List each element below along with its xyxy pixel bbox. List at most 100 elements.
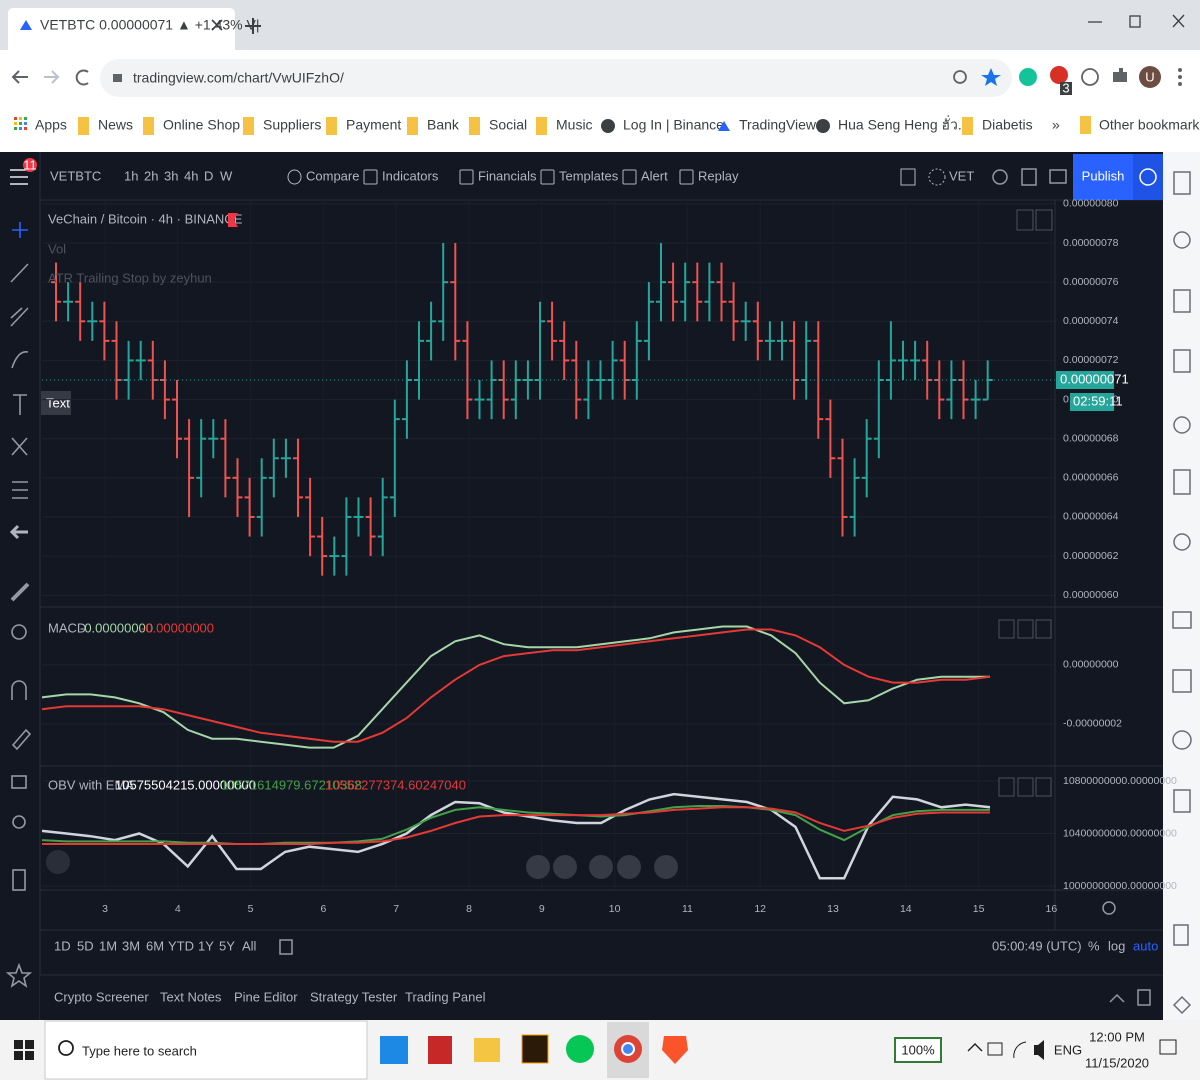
scroll-right[interactable] bbox=[617, 855, 641, 879]
tv-logo[interactable] bbox=[46, 850, 70, 874]
scroll-left[interactable] bbox=[589, 855, 613, 879]
snapshot-icon[interactable] bbox=[1049, 169, 1067, 184]
flag-icon[interactable] bbox=[228, 213, 238, 227]
pane-maximize[interactable] bbox=[1035, 777, 1052, 797]
back[interactable] bbox=[11, 70, 28, 84]
clock-time[interactable]: 12:00 PM bbox=[1089, 1029, 1145, 1044]
back-tool[interactable] bbox=[9, 524, 28, 540]
expand-panel[interactable] bbox=[1109, 993, 1125, 1003]
interval[interactable]: 2h bbox=[144, 168, 158, 183]
interval[interactable]: 1h bbox=[124, 168, 138, 183]
order-panel[interactable] bbox=[1173, 789, 1191, 813]
extension-icon[interactable] bbox=[1081, 68, 1099, 86]
bookmark-star[interactable] bbox=[981, 68, 1001, 86]
calendar[interactable] bbox=[1173, 416, 1191, 434]
help[interactable] bbox=[1172, 730, 1192, 750]
extensions-menu[interactable] bbox=[1113, 68, 1127, 82]
profile-avatar[interactable] bbox=[1139, 66, 1161, 88]
line-app[interactable] bbox=[566, 1035, 594, 1063]
interval[interactable]: 4h bbox=[184, 168, 198, 183]
magnet-tool[interactable] bbox=[11, 680, 27, 700]
crosshair-tool[interactable] bbox=[12, 222, 28, 238]
brave-app[interactable] bbox=[662, 1036, 688, 1064]
adblock-icon[interactable] bbox=[1050, 66, 1068, 84]
bookmark[interactable]: Online Shop bbox=[163, 117, 240, 133]
toolbar-button[interactable]: Alert bbox=[641, 168, 668, 183]
reset[interactable] bbox=[654, 855, 678, 879]
watchlist[interactable] bbox=[1173, 171, 1191, 195]
auto-toggle[interactable]: auto bbox=[1133, 938, 1158, 953]
zoom-tool[interactable] bbox=[11, 624, 27, 640]
search-placeholder[interactable]: Type here to search bbox=[82, 1043, 197, 1058]
action-center[interactable] bbox=[1159, 1039, 1177, 1055]
range[interactable]: 5Y bbox=[219, 938, 235, 953]
search-box[interactable] bbox=[44, 1020, 368, 1080]
bookmark[interactable]: Suppliers bbox=[263, 117, 321, 133]
data-window[interactable] bbox=[1173, 289, 1191, 313]
interval[interactable]: W bbox=[220, 168, 233, 183]
toolbar-button[interactable]: Indicators bbox=[382, 168, 439, 183]
panel-tab[interactable]: Crypto Screener bbox=[54, 989, 149, 1004]
grammarly-icon[interactable] bbox=[1019, 68, 1037, 86]
ruler-tool[interactable] bbox=[10, 582, 30, 602]
illustrator-app[interactable] bbox=[521, 1034, 549, 1064]
pane-maximize[interactable] bbox=[1035, 619, 1052, 639]
panel-tab[interactable]: Text Notes bbox=[160, 989, 222, 1004]
url[interactable]: tradingview.com/chart/VwUIFzhO/ bbox=[133, 70, 344, 86]
axis-settings[interactable] bbox=[1102, 901, 1116, 915]
range[interactable]: YTD bbox=[168, 938, 194, 953]
publish-button[interactable] bbox=[1073, 154, 1133, 200]
range[interactable]: 1Y bbox=[198, 938, 214, 953]
zoom-icon[interactable] bbox=[953, 70, 967, 84]
omnibox[interactable] bbox=[100, 59, 1012, 97]
layers[interactable] bbox=[1172, 995, 1192, 1015]
text-tool[interactable] bbox=[13, 394, 27, 415]
zoom-in[interactable] bbox=[553, 855, 577, 879]
bookmark[interactable]: Payment bbox=[346, 117, 401, 133]
mcafee-app[interactable] bbox=[428, 1036, 452, 1064]
prediction-tool[interactable] bbox=[12, 481, 28, 499]
bookmark[interactable]: News bbox=[98, 117, 133, 133]
play-icon[interactable] bbox=[1139, 168, 1157, 186]
panel-tab[interactable]: Pine Editor bbox=[234, 989, 298, 1004]
toolbar-button[interactable]: Financials bbox=[478, 168, 537, 183]
range[interactable]: 6M bbox=[146, 938, 164, 953]
pane-up[interactable] bbox=[998, 619, 1015, 639]
ideas[interactable] bbox=[1173, 469, 1191, 495]
dom[interactable] bbox=[1173, 924, 1189, 946]
language[interactable]: ENG bbox=[1054, 1042, 1082, 1057]
bookmark[interactable]: Diabetis bbox=[982, 117, 1033, 133]
brush-tool[interactable] bbox=[11, 351, 29, 369]
trendline-tool[interactable] bbox=[10, 263, 29, 283]
start-button[interactable] bbox=[14, 1040, 34, 1060]
currency[interactable]: VET bbox=[949, 168, 974, 183]
interval[interactable]: 3h bbox=[164, 168, 178, 183]
bookmark[interactable]: Social bbox=[489, 117, 527, 133]
new-tab[interactable] bbox=[245, 18, 261, 34]
tray-chevron[interactable] bbox=[967, 1043, 983, 1052]
layout-icon[interactable] bbox=[900, 168, 916, 186]
lock-draw-tool[interactable] bbox=[11, 728, 32, 751]
percent-toggle[interactable]: % bbox=[1088, 938, 1100, 953]
bookmark[interactable]: Log In | Binance bbox=[623, 117, 724, 133]
goto-date[interactable] bbox=[279, 939, 293, 955]
bookmark[interactable]: TradingView bbox=[739, 117, 817, 133]
toolbar-button[interactable]: Compare bbox=[306, 168, 359, 183]
interval[interactable]: D bbox=[204, 168, 213, 183]
lock-tool[interactable] bbox=[11, 775, 27, 789]
active-tab[interactable] bbox=[8, 8, 235, 50]
bookmark[interactable]: Hua Seng Heng ฮั่ว... bbox=[838, 116, 970, 133]
toolbar-button[interactable]: Replay bbox=[698, 168, 739, 183]
restore[interactable] bbox=[1129, 15, 1141, 28]
favorites-tool[interactable] bbox=[5, 962, 33, 988]
pane-close[interactable] bbox=[1017, 619, 1034, 639]
tab-close[interactable] bbox=[211, 19, 223, 31]
range[interactable]: 1M bbox=[99, 938, 117, 953]
log-toggle[interactable]: log bbox=[1108, 938, 1125, 953]
bookmarks-more[interactable]: » bbox=[1052, 117, 1060, 133]
hide-tool[interactable] bbox=[12, 815, 26, 829]
settings-icon[interactable] bbox=[992, 169, 1008, 185]
alerts[interactable] bbox=[1173, 231, 1191, 249]
close-window[interactable] bbox=[1172, 14, 1185, 28]
range[interactable]: All bbox=[242, 938, 257, 953]
